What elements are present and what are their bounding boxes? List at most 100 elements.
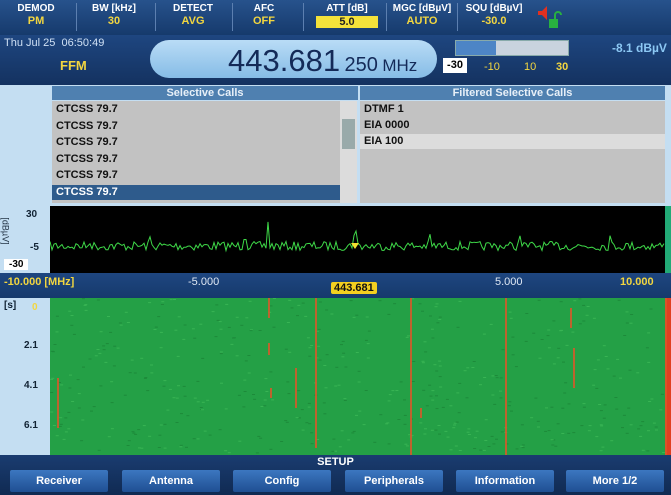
waterfall-speckle bbox=[214, 336, 218, 338]
waterfall-speckle bbox=[438, 319, 442, 320]
waterfall-speckle bbox=[408, 434, 412, 436]
list-item[interactable]: CTCSS 79.7 bbox=[52, 184, 340, 200]
waterfall-speckle bbox=[524, 340, 528, 342]
waterfall-speckle bbox=[387, 400, 391, 402]
waterfall-speckle bbox=[582, 320, 586, 322]
waterfall-speckle bbox=[168, 388, 172, 390]
menu-button[interactable]: Config bbox=[233, 470, 331, 492]
spectrum-background bbox=[50, 206, 671, 273]
list-item[interactable]: CTCSS 79.7 bbox=[56, 136, 118, 148]
waterfall-speckle bbox=[654, 426, 658, 428]
waterfall-speckle bbox=[140, 447, 144, 449]
waterfall-speckle bbox=[203, 430, 207, 432]
menu-button[interactable]: Peripherals bbox=[345, 470, 443, 492]
waterfall-background bbox=[50, 298, 665, 455]
waterfall-speckle bbox=[82, 366, 85, 368]
waterfall-speckle bbox=[163, 447, 167, 449]
waterfall-speckle bbox=[599, 424, 603, 426]
waterfall-speckle bbox=[482, 449, 486, 451]
waterfall-speckle bbox=[258, 330, 262, 331]
waterfall-speckle bbox=[199, 323, 203, 325]
list-item[interactable]: CTCSS 79.7 bbox=[56, 103, 118, 115]
waterfall-speckle bbox=[453, 424, 456, 426]
x-label: 5.000 bbox=[495, 276, 523, 288]
waterfall-speckle bbox=[310, 432, 314, 434]
status-cell[interactable]: DETECT AVG bbox=[157, 2, 229, 34]
waterfall-speckle bbox=[175, 397, 179, 399]
time: 06:50:49 bbox=[61, 37, 105, 49]
waterfall-speckle bbox=[316, 439, 320, 440]
waterfall-speckle bbox=[391, 390, 395, 392]
status-cell[interactable]: AFC OFF bbox=[228, 2, 300, 34]
list-item[interactable]: EIA 100 bbox=[360, 134, 665, 149]
level-scale: 10 bbox=[524, 61, 537, 73]
list-item[interactable]: EIA 0000 bbox=[364, 119, 410, 131]
waterfall-speckle bbox=[318, 301, 322, 303]
waterfall-speckle bbox=[465, 397, 469, 399]
waterfall-speckle bbox=[263, 405, 267, 407]
waterfall-speckle bbox=[297, 304, 301, 306]
waterfall-speckle bbox=[280, 441, 284, 442]
waterfall-speckle bbox=[250, 329, 253, 331]
waterfall-speckle bbox=[50, 411, 54, 413]
waterfall-speckle bbox=[238, 440, 242, 442]
waterfall-speckle bbox=[142, 425, 146, 427]
waterfall-speckle bbox=[193, 337, 197, 339]
waterfall-speckle bbox=[650, 398, 654, 400]
list-item[interactable]: CTCSS 79.7 bbox=[56, 119, 118, 132]
waterfall-speckle bbox=[395, 390, 399, 391]
menu-button[interactable]: Antenna bbox=[122, 470, 220, 492]
waterfall-speckle bbox=[177, 316, 181, 318]
menu-button[interactable]: Information bbox=[456, 470, 554, 492]
waterfall-speckle bbox=[77, 407, 81, 409]
waterfall-speckle bbox=[230, 343, 234, 345]
waterfall-speckle bbox=[218, 321, 222, 323]
waterfall-speckle bbox=[544, 430, 548, 432]
status-cell[interactable]: ATT [dB] 5.0 bbox=[310, 2, 384, 34]
waterfall-speckle bbox=[269, 305, 273, 307]
waterfall-speckle bbox=[287, 393, 291, 395]
waterfall-speckle bbox=[107, 316, 110, 317]
waterfall-speckle bbox=[330, 313, 334, 315]
waterfall-speckle bbox=[564, 382, 568, 384]
menu-button[interactable]: More 1/2 bbox=[566, 470, 664, 492]
waterfall-speckle bbox=[206, 399, 210, 401]
waterfall-speckle bbox=[452, 427, 456, 429]
waterfall-speckle bbox=[174, 329, 178, 331]
waterfall-speckle bbox=[561, 407, 565, 409]
list-item[interactable]: CTCSS 79.7 bbox=[56, 169, 118, 181]
waterfall-speckle bbox=[285, 421, 289, 423]
level-value: -8.1 dBµV bbox=[612, 41, 667, 55]
list-item[interactable]: CTCSS 79.7 bbox=[56, 152, 118, 165]
menu-button[interactable]: Receiver bbox=[10, 470, 108, 492]
waterfall-speckle bbox=[126, 445, 130, 446]
waterfall-speckle bbox=[131, 431, 135, 433]
waterfall-speckle bbox=[439, 386, 443, 388]
list-item[interactable]: DTMF 1 bbox=[364, 103, 404, 115]
waterfall-speckle bbox=[604, 356, 608, 357]
status-cell[interactable]: BW [kHz] 30 bbox=[78, 2, 150, 34]
waterfall-speckle bbox=[588, 425, 592, 427]
waterfall-speckle bbox=[647, 430, 650, 432]
waterfall-speckle bbox=[196, 380, 200, 382]
waterfall-speckle bbox=[552, 320, 556, 322]
waterfall-speckle bbox=[243, 379, 247, 381]
waterfall-speckle bbox=[182, 385, 186, 387]
waterfall-speckle bbox=[616, 358, 620, 360]
frequency-pill[interactable] bbox=[150, 40, 437, 78]
waterfall-speckle bbox=[104, 361, 108, 363]
waterfall-speckle bbox=[567, 403, 571, 405]
waterfall-speckle bbox=[138, 447, 141, 449]
waterfall-speckle bbox=[557, 347, 561, 349]
waterfall-speckle bbox=[159, 331, 163, 333]
status-cell[interactable]: SQU [dBµV] -30.0 bbox=[456, 2, 532, 34]
spectrum-y-label: 30 bbox=[26, 209, 38, 220]
status-cell[interactable]: DEMOD PM bbox=[0, 2, 72, 34]
waterfall-speckle bbox=[179, 446, 183, 448]
scrollbar[interactable] bbox=[340, 101, 357, 203]
status-cell[interactable]: MGC [dBµV] AUTO bbox=[386, 2, 458, 34]
waterfall-speckle bbox=[50, 378, 54, 380]
waterfall-speckle bbox=[421, 362, 425, 364]
waterfall-speckle bbox=[255, 452, 259, 454]
waterfall-speckle bbox=[487, 446, 491, 447]
